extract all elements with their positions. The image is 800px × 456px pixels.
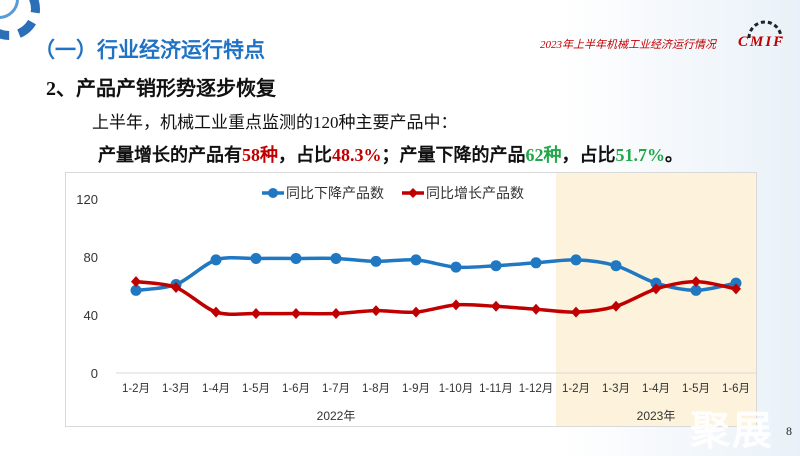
x-tick-label: 1-12月 [519,383,554,395]
subtitle: 2、产品产销形势逐步恢复 [46,78,276,100]
data-point [730,277,742,289]
data-point [250,252,262,264]
page-number: 8 [786,424,792,438]
series-line-0 [135,256,737,293]
x-tick-label: 1-11月 [479,383,513,395]
decline-count: 62种 [525,145,562,165]
group-label: 2022年 [317,409,356,423]
y-tick-label: 80 [84,250,98,265]
data-point [370,255,382,267]
highlight-region-1 [556,173,756,426]
data-point [531,303,541,315]
legend-marker [268,188,278,198]
x-tick-label: 1-5月 [682,383,710,395]
data-point [130,284,142,296]
growth-share: 48.3% [332,145,382,165]
legend-marker [408,188,418,198]
data-point [290,252,302,264]
data-point [610,260,622,272]
data-point [291,308,301,320]
x-tick-label: 1-4月 [202,383,230,395]
cmif-logo: CMIF [738,34,786,50]
text: ；产量下降的产品 [381,145,526,165]
report-note: 2023年上半年机械工业经济运行情况 [540,39,716,51]
data-point [451,299,461,311]
y-tick-label: 0 [91,366,98,381]
data-point [210,254,222,266]
data-point [330,252,342,264]
x-tick-label: 1-4月 [642,383,670,395]
line-chart: 0 40 80 120 1-2月 1-3月 1-4月 1-5月 1-6月 1-7月 1-8月 1-9月… [65,172,757,427]
data-point [491,300,501,312]
text: ，占比 [561,145,616,165]
x-tick-label: 1-7月 [322,383,350,395]
data-point [171,281,181,293]
data-point [411,306,421,318]
data-point [251,308,261,320]
x-tick-label: 1-10月 [439,383,474,395]
legend-label: 同比增长产品数 [426,186,524,202]
text: 产量增长的产品有 [98,145,242,165]
x-tick-label: 1-3月 [602,383,630,395]
gear-decoration-icon [0,0,40,40]
data-point [331,308,341,320]
data-point [690,284,702,296]
data-point [571,306,581,318]
cmif-gear-logo-icon [747,20,783,39]
growth-count: 58种 [242,145,278,165]
y-tick-label: 40 [84,308,98,323]
watermark: 聚展 [690,408,774,454]
x-tick-label: 1-2月 [562,383,590,395]
data-point [131,276,141,288]
x-tick-label: 1-6月 [722,383,750,395]
text: ，占比 [278,145,332,165]
data-point [490,260,502,272]
x-tick-label: 1-9月 [402,383,430,395]
series-line-1 [135,279,737,316]
data-point [211,306,221,318]
x-tick-label: 1-6月 [282,383,310,395]
data-point [691,276,701,288]
data-point [450,261,462,273]
x-tick-label: 1-5月 [242,383,270,395]
data-point [651,283,661,295]
section-title: （一）行业经济运行特点 [34,38,265,62]
data-point [570,254,582,266]
data-point [650,277,662,289]
data-point [611,300,621,312]
chart-svg: 0 40 80 120 1-2月 1-3月 1-4月 1-5月 1-6月 1-7月 1-8月 1-9月… [76,173,756,426]
summary-line: 上半年，机械工业重点监测的120种主要产品中： [92,113,458,132]
data-point [530,257,542,269]
data-point [410,254,422,266]
x-tick-label: 1-2月 [122,383,150,395]
legend-label: 同比下降产品数 [286,186,384,202]
group-label: 2023年 [637,409,676,423]
summary-stats: 产量增长的产品有58种，占比48.3%；产量下降的产品62种，占比51.7%。 [98,141,683,167]
y-tick-label: 120 [76,192,98,207]
x-tick-label: 1-3月 [162,383,190,395]
data-point [371,305,381,317]
data-point [731,283,741,295]
x-tick-label: 1-8月 [362,383,390,395]
decline-share: 51.7% [615,145,666,165]
text: 。 [665,145,683,165]
